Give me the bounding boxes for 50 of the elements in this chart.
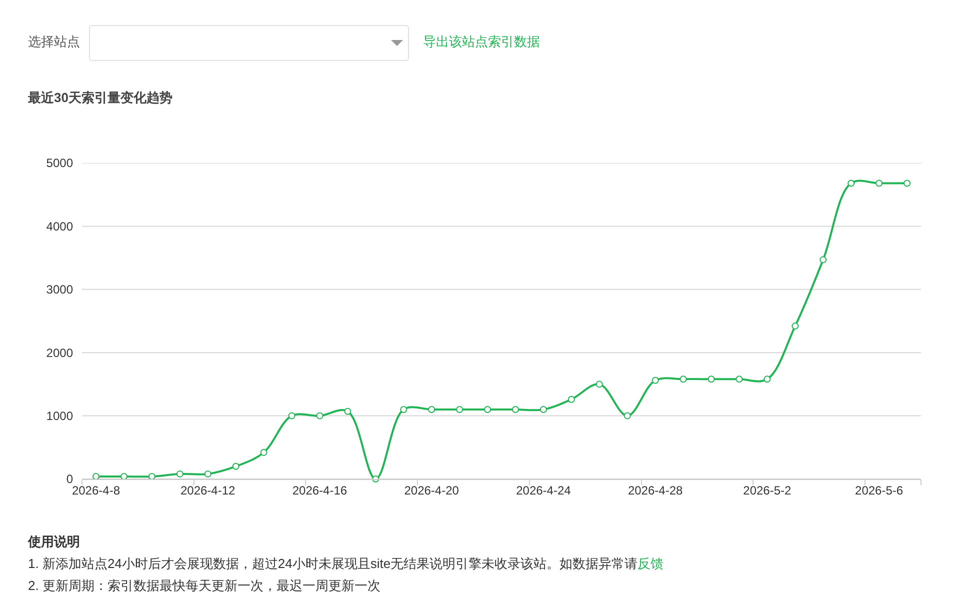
x-tick-label: 2026-4-28: [628, 483, 683, 498]
point: [204, 470, 212, 478]
x-tick-label: 2026-4-12: [180, 483, 236, 498]
point: [540, 406, 547, 413]
point: [400, 406, 408, 413]
point: [260, 448, 268, 456]
y-tick-label: 5000: [46, 156, 74, 170]
point: [456, 406, 464, 413]
point: [596, 380, 603, 388]
chart-title: 最近30天索引量变化趋势: [28, 89, 172, 107]
point: [512, 406, 519, 413]
point: [568, 396, 575, 403]
point: [176, 470, 184, 478]
point: [92, 472, 100, 480]
point: [232, 462, 240, 470]
point: [848, 180, 855, 187]
point: [736, 376, 743, 383]
y-tick-label: 2000: [46, 346, 74, 360]
y-tick-label: 4000: [46, 219, 74, 234]
y-tick-label: 1000: [46, 409, 74, 423]
point: [484, 406, 492, 413]
text: 选择站点: [28, 33, 80, 51]
point: [708, 376, 715, 383]
x-tick-label: 2026-5-2: [743, 483, 792, 498]
point: [344, 408, 352, 415]
point: [120, 472, 128, 480]
point: [652, 376, 659, 384]
x-tick-label: 2026-4-8: [72, 483, 120, 498]
point: [820, 256, 827, 264]
point: [680, 376, 687, 383]
point: [876, 180, 883, 187]
point: [792, 322, 799, 330]
y-tick-label: 0: [66, 472, 74, 486]
x-tick-label: 2026-4-20: [404, 483, 460, 498]
text: 1. 新添加站点24小时后才会展现数据，超过24小时未展现且site无结果说明引擎未收录该站。如数据异常请: [28, 556, 638, 571]
text: 导出该站点索引数据: [423, 33, 540, 51]
point: [428, 406, 436, 413]
x-tick-label: 2026-4-24: [516, 483, 572, 498]
x-tick-label: 2026-5-6: [855, 483, 904, 498]
y-tick-label: 3000: [46, 282, 74, 297]
text: 使用说明: [28, 533, 80, 551]
point: [288, 412, 296, 420]
point: [764, 376, 771, 383]
point: [316, 412, 324, 420]
x-tick-label: 2026-4-16: [292, 483, 348, 498]
point: [624, 412, 631, 420]
point: [904, 180, 911, 187]
text: 2. 更新周期：索引数据最快每天更新一次，最迟一周更新一次: [28, 577, 380, 595]
text: 反馈: [638, 556, 664, 571]
point: [148, 472, 156, 480]
